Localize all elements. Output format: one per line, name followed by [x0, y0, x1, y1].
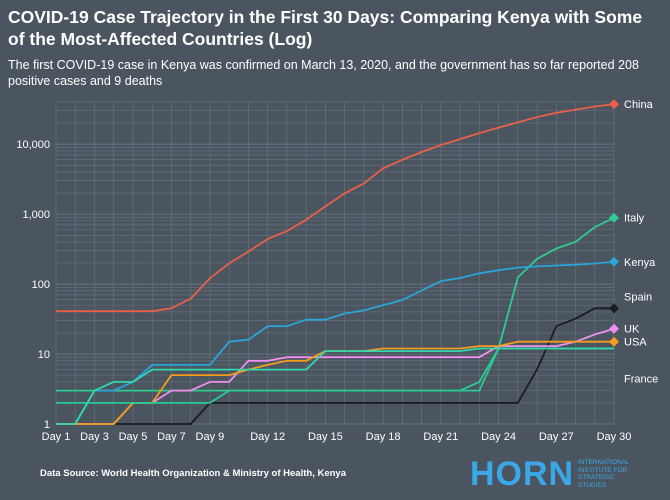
- x-tick-label: Day 12: [250, 431, 285, 443]
- series-line-china: [56, 103, 615, 313]
- series-label-china: China: [624, 99, 654, 111]
- x-tick-label: Day 21: [423, 431, 458, 443]
- data-source-note: Data Source: World Health Organization &…: [40, 468, 346, 479]
- y-tick-label: 1: [44, 419, 50, 431]
- y-tick-label: 10,000: [16, 139, 50, 151]
- x-tick-label: Day 7: [157, 431, 186, 443]
- end-marker-uk: [609, 323, 619, 334]
- series-label-kenya: Kenya: [624, 257, 656, 269]
- axis-layer: 1 10 100 1,000 10,000 Day 1 Day 3 Day 5 Day 7 Day…: [16, 139, 631, 443]
- logo-line-4: STUDIES: [578, 481, 607, 489]
- x-tick-label: Day 24: [481, 431, 516, 443]
- end-marker-italy: [609, 212, 619, 223]
- logo-line-3: STRATEGIC: [578, 474, 615, 481]
- x-tick-label: Day 1: [42, 431, 71, 443]
- series-line-unlabeled: [56, 347, 614, 425]
- series-line-kenya: [56, 260, 615, 425]
- series-label-uk: UK: [624, 324, 640, 336]
- end-marker-usa: [609, 336, 619, 347]
- logo-line-1: INTERNATIONAL: [578, 459, 630, 466]
- line-chart: 1 10 100 1,000 10,000 Day 1 Day 3 Day 5 Day 7 Day…: [16, 99, 658, 443]
- x-tick-label: Day 5: [119, 431, 148, 443]
- series-label-france: France: [624, 373, 658, 385]
- series-label-italy: Italy: [624, 213, 645, 225]
- x-tick-label: Day 30: [597, 431, 632, 443]
- x-tick-label: Day 9: [196, 431, 225, 443]
- x-tick-label: Day 18: [366, 431, 401, 443]
- logo-wordmark: HORN: [470, 455, 575, 493]
- series-label-usa: USA: [624, 337, 647, 349]
- end-marker-spain: [609, 303, 619, 314]
- x-tick-label: Day 27: [539, 431, 574, 443]
- chart-title: COVID-19 Case Trajectory in the First 30…: [8, 7, 643, 49]
- series-label-spain: Spain: [624, 291, 652, 303]
- series-line-spain: [56, 307, 614, 425]
- y-tick-label: 100: [32, 279, 50, 291]
- end-marker-kenya: [609, 256, 619, 267]
- series-layer: [56, 103, 615, 425]
- x-tick-label: Day 3: [80, 431, 109, 443]
- logo-subtitle: INTERNATIONAL INSTITUTE FOR STRATEGIC ST…: [578, 459, 648, 489]
- x-tick-label: Day 15: [308, 431, 343, 443]
- marker-layer: [609, 99, 619, 347]
- grid-layer: [55, 101, 615, 425]
- logo-line-2: INSTITUTE FOR: [578, 466, 628, 474]
- y-tick-label: 10: [38, 349, 50, 361]
- y-tick-label: 1,000: [22, 209, 50, 221]
- end-marker-china: [609, 99, 619, 110]
- chart-subtitle: The first COVID-19 case in Kenya was con…: [8, 58, 639, 88]
